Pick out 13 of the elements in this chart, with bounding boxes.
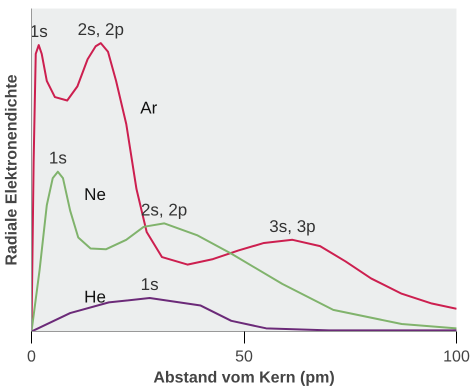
annotation: 2s, 2p — [140, 200, 188, 220]
x-axis-title: Abstand vom Kern (pm) — [153, 370, 335, 386]
x-tick-label: 0 — [27, 348, 36, 366]
annotation: 3s, 3p — [269, 216, 316, 236]
annotation: 1s — [140, 275, 159, 294]
annotation: 1s — [48, 148, 67, 168]
x-tick-label: 50 — [235, 348, 253, 366]
annotation: He — [84, 288, 106, 307]
x-tick-label: 100 — [443, 348, 470, 366]
y-axis-title: Radiale Elektronendichte — [4, 74, 20, 266]
annotation: Ne — [84, 185, 106, 204]
annotation: 2s, 2p — [78, 20, 124, 40]
annotation: Ar — [140, 98, 158, 118]
